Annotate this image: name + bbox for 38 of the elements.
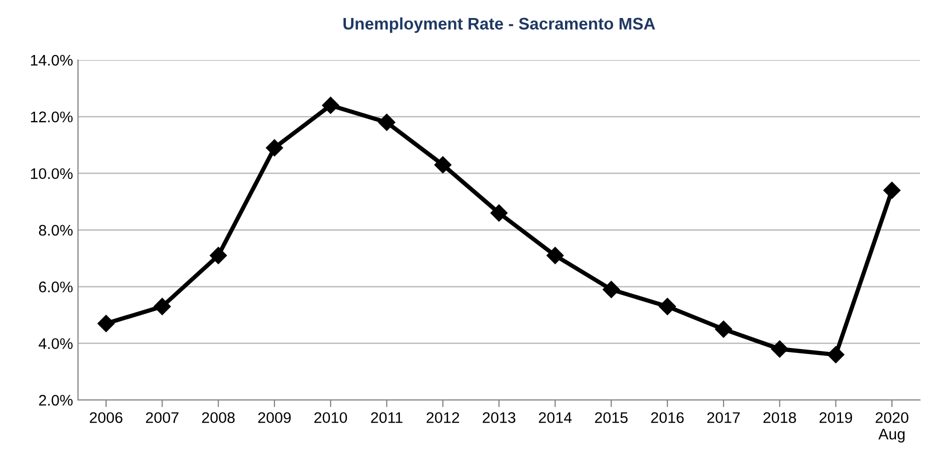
y-tick-label: 8.0% <box>38 224 73 236</box>
y-tick-label: 4.0% <box>38 338 73 350</box>
point <box>322 96 340 114</box>
x-tick-label: 2006 <box>90 412 122 424</box>
x-tick-label: 2020 Aug <box>876 412 908 443</box>
point <box>378 114 396 131</box>
point <box>602 280 620 298</box>
point <box>714 320 732 338</box>
point <box>658 298 676 316</box>
y-tick-label: 10.0% <box>30 168 73 180</box>
point <box>210 246 227 264</box>
x-tick-label: 2011 <box>371 412 402 424</box>
x-tick-label: 2009 <box>258 412 291 424</box>
x-tick-label: 2013 <box>482 412 516 424</box>
x-tick-label: 2016 <box>651 412 684 424</box>
y-tick-label: 6.0% <box>39 282 73 292</box>
x-tick-label: 2008 <box>202 412 235 424</box>
point <box>546 246 564 264</box>
point <box>883 182 900 199</box>
point <box>827 346 844 364</box>
y-tick-label: 14.0% <box>30 54 73 66</box>
x-tick-label: 2007 <box>146 412 178 424</box>
y-tick-label: 12.0% <box>30 112 73 122</box>
chart-title: Unemployment Rate - Sacramento MSA <box>343 17 656 33</box>
x-tick-label: 2014 <box>538 412 572 424</box>
x-tick-label: 2010 <box>314 412 347 424</box>
point <box>154 298 171 316</box>
x-tick-label: 2017 <box>707 412 740 424</box>
x-tick-label: 2018 <box>763 412 796 424</box>
x-tick-label: 2019 <box>820 412 852 424</box>
point <box>434 156 452 174</box>
x-tick-label: 2015 <box>595 412 628 424</box>
y-tick-label: 2.0% <box>39 394 73 406</box>
point <box>98 314 115 332</box>
point <box>490 204 508 222</box>
point <box>266 139 284 156</box>
point <box>771 340 788 358</box>
x-tick-label: 2012 <box>426 412 460 424</box>
